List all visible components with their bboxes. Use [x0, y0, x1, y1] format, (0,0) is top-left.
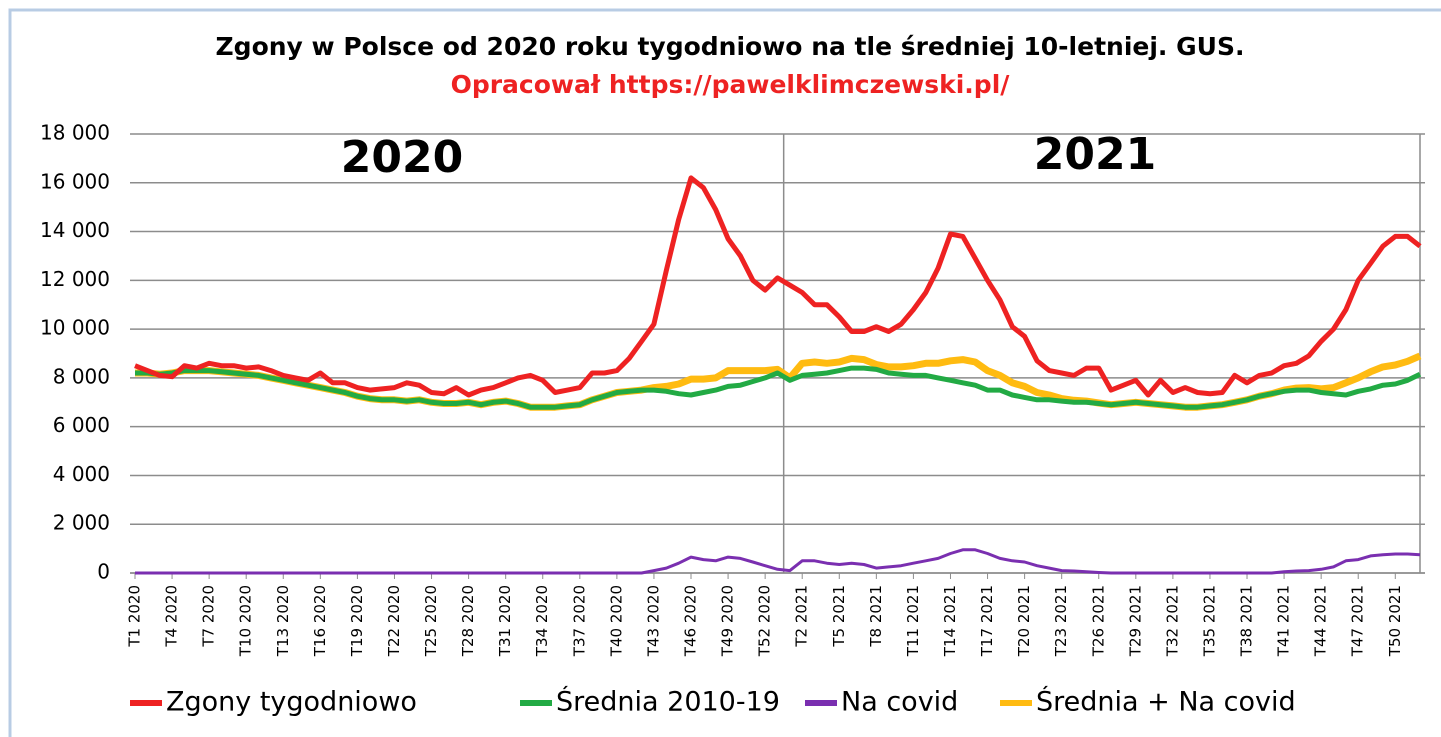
y-tick-label: 4 000: [53, 462, 110, 486]
legend-label: Średnia + Na covid: [1036, 686, 1296, 718]
x-tick-label: T43 2020: [644, 585, 662, 657]
x-tick-label: T23 2021: [1052, 585, 1070, 657]
x-tick-label: T31 2020: [496, 585, 514, 657]
y-tick-label: 16 000: [40, 169, 110, 193]
chart-title: Zgony w Polsce od 2020 roku tygodniowo n…: [216, 32, 1245, 61]
year-annotation: 2021: [1034, 129, 1156, 180]
x-tick-label: T37 2020: [570, 585, 588, 657]
y-tick-label: 8 000: [53, 364, 110, 388]
x-tick-label: T29 2021: [1126, 585, 1144, 657]
x-tick-label: T52 2020: [756, 585, 774, 657]
x-tick-label: T11 2021: [904, 585, 922, 657]
chart-subtitle: Opracował https://pawelklimczewski.pl/: [451, 70, 1011, 99]
x-tick-label: T2 2021: [793, 585, 811, 648]
y-tick-label: 2 000: [53, 511, 110, 535]
x-tick-label: T19 2020: [348, 585, 366, 657]
y-tick-label: 6 000: [53, 413, 110, 437]
x-tick-label: T28 2020: [459, 585, 477, 657]
x-tick-label: T4 2020: [163, 585, 181, 648]
x-tick-label: T46 2020: [682, 585, 700, 657]
y-tick-label: 14 000: [40, 218, 110, 242]
x-tick-label: T17 2021: [978, 585, 996, 657]
x-tick-label: T22 2020: [385, 585, 403, 657]
x-tick-label: T41 2021: [1275, 585, 1293, 657]
x-tick-label: T47 2021: [1349, 585, 1367, 657]
y-tick-label: 18 000: [40, 121, 110, 145]
x-tick-label: T10 2020: [237, 585, 255, 657]
x-tick-label: T44 2021: [1312, 585, 1330, 657]
x-tick-label: T20 2021: [1015, 585, 1033, 657]
y-tick-label: 12 000: [40, 267, 110, 291]
x-tick-label: T8 2021: [867, 585, 885, 648]
x-tick-label: T5 2021: [830, 585, 848, 648]
series-line: [135, 365, 1422, 410]
x-tick-label: T50 2021: [1386, 585, 1404, 657]
legend-label: Średnia 2010-19: [556, 686, 780, 718]
series-line: [135, 548, 1421, 575]
x-tick-label: T49 2020: [719, 585, 737, 657]
x-tick-label: T25 2020: [422, 585, 440, 657]
x-tick-label: T34 2020: [533, 585, 551, 657]
x-tick-label: T1 2020: [126, 585, 144, 648]
y-tick-label: 10 000: [40, 316, 110, 340]
x-tick-label: T13 2020: [274, 585, 292, 657]
x-tick-label: T35 2021: [1200, 585, 1218, 657]
x-tick-label: T16 2020: [311, 585, 329, 657]
legend-label: Na covid: [841, 687, 958, 718]
series-line: [134, 175, 1422, 398]
x-tick-label: T7 2020: [200, 585, 218, 648]
x-tick-label: T26 2021: [1089, 585, 1107, 657]
x-tick-label: T32 2021: [1163, 585, 1181, 657]
x-tick-label: T38 2021: [1238, 585, 1256, 657]
year-annotation: 2020: [341, 132, 463, 183]
y-tick-label: 0: [97, 560, 110, 584]
legend-label: Zgony tygodniowo: [166, 687, 417, 718]
x-tick-label: T40 2020: [607, 585, 625, 657]
x-tick-label: T14 2021: [941, 585, 959, 657]
